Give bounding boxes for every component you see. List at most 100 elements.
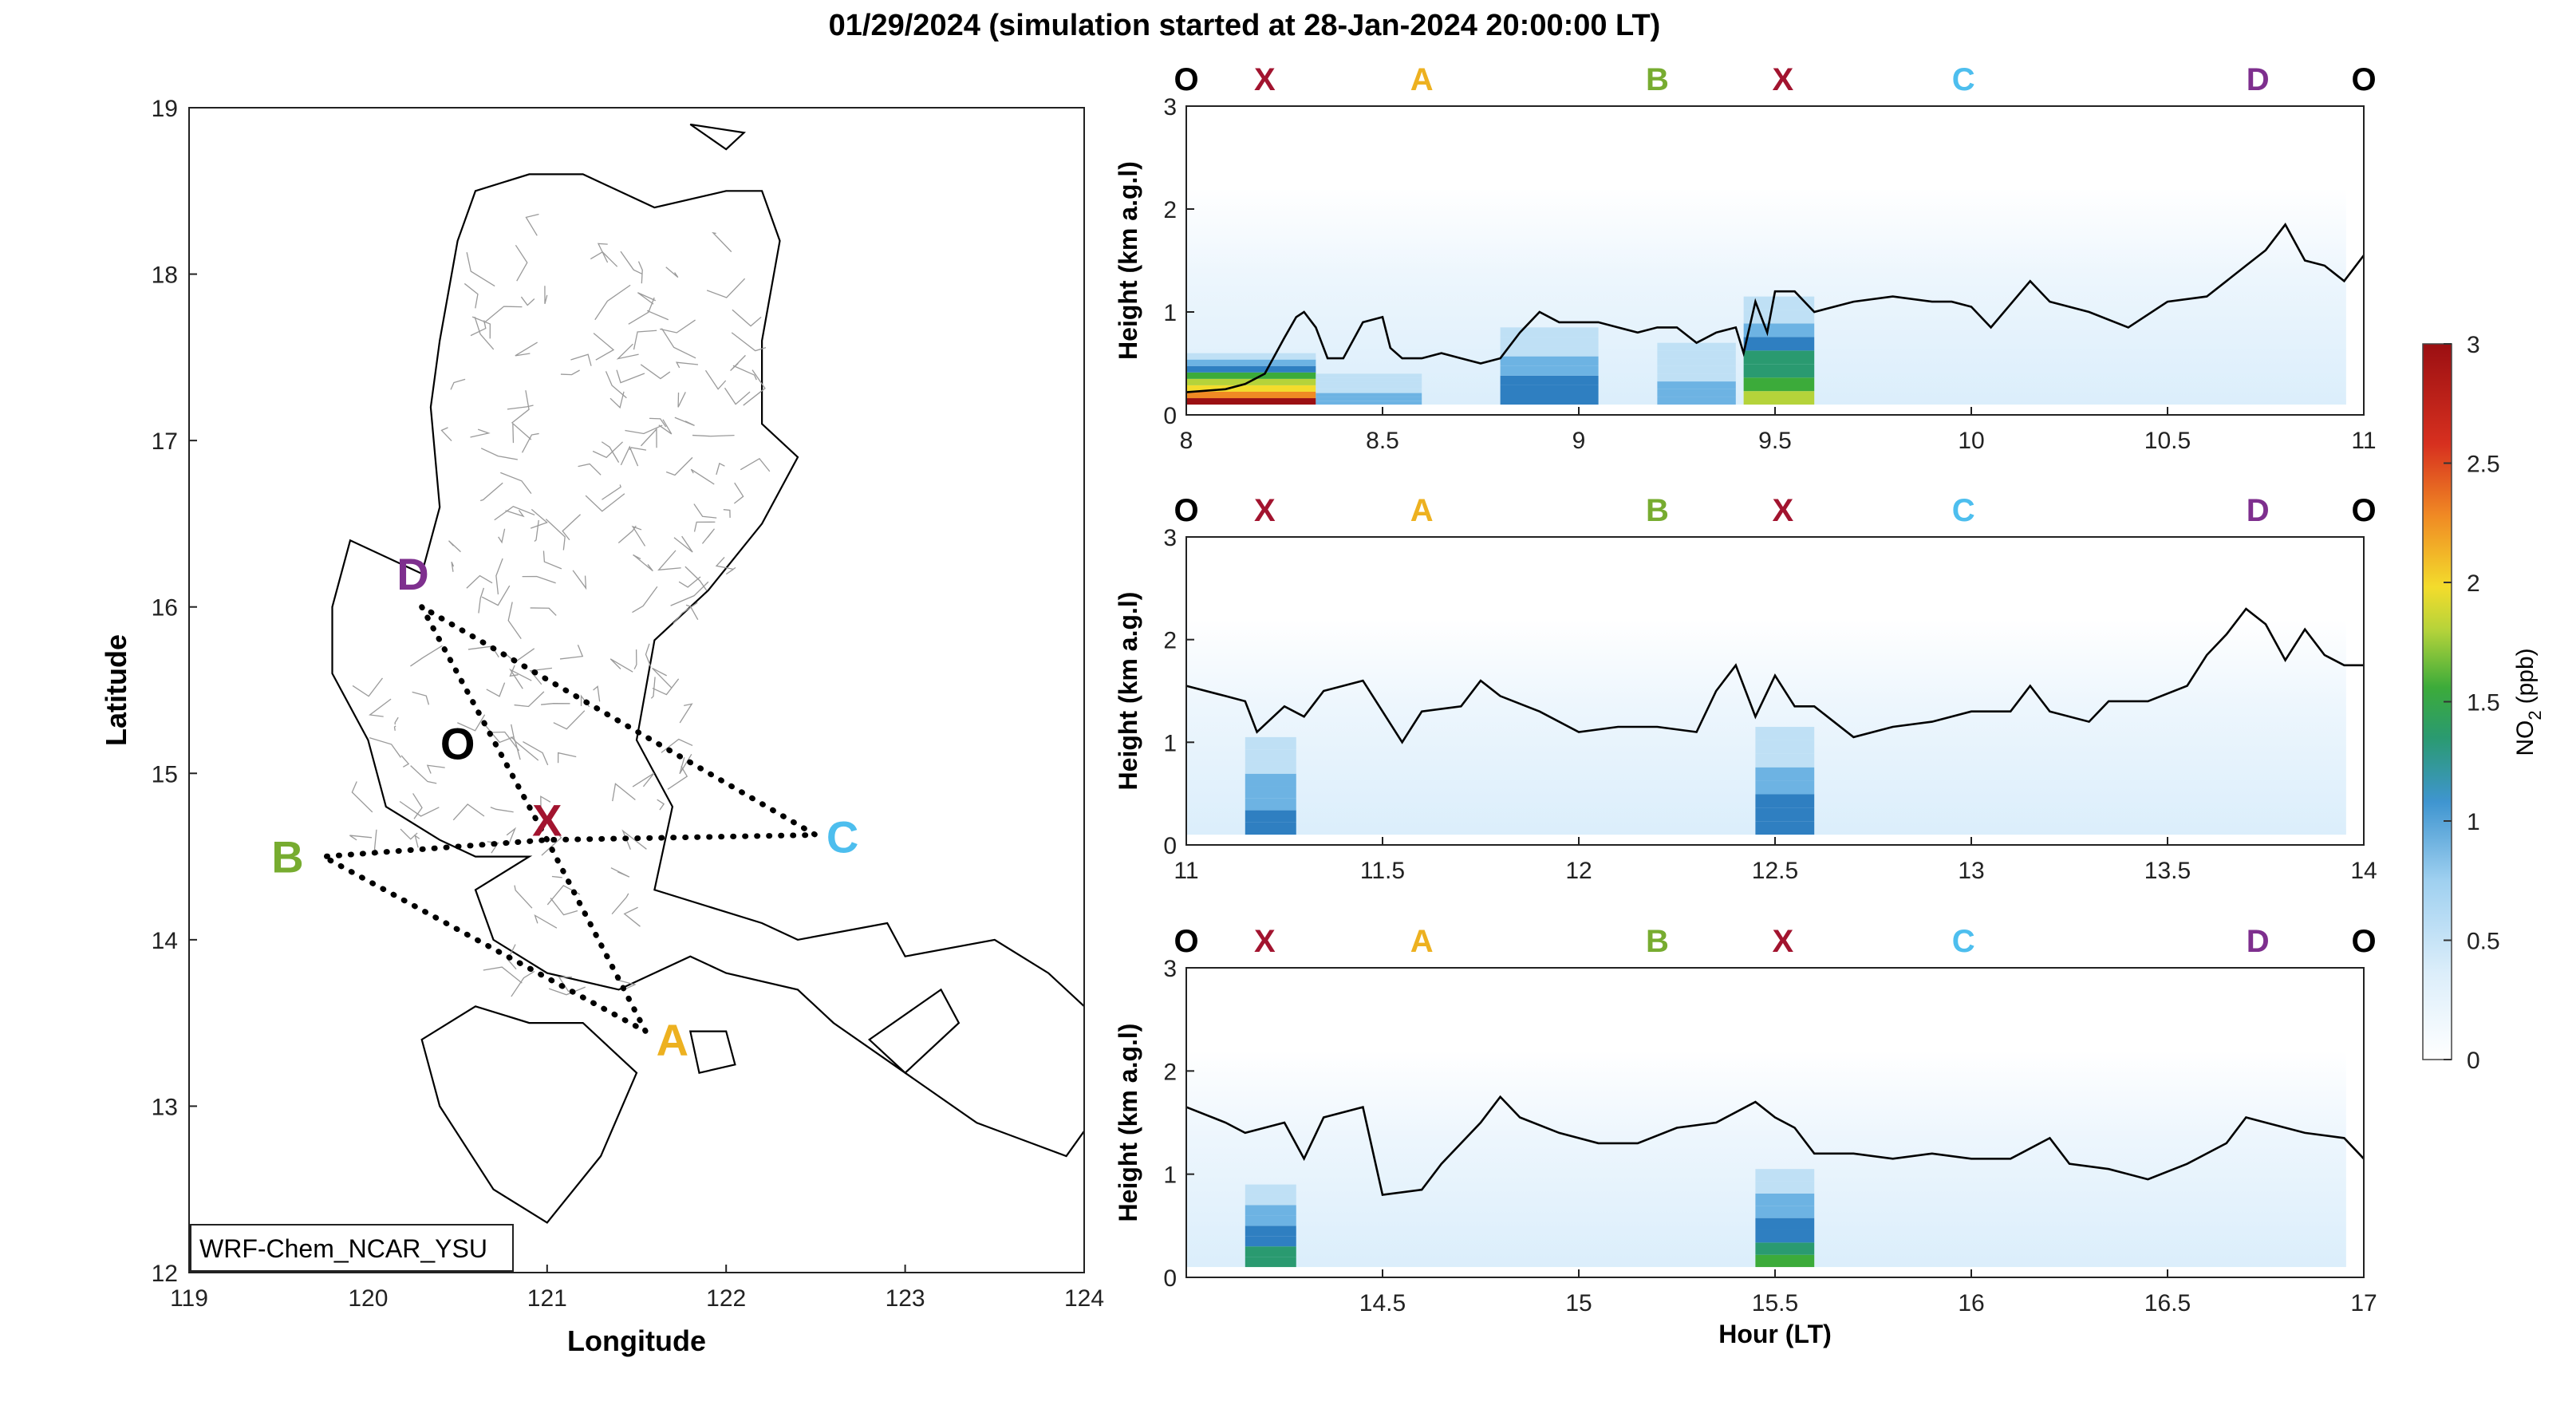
admin-boundary bbox=[733, 482, 744, 504]
map-xtick-label: 121 bbox=[527, 1285, 567, 1312]
admin-boundary bbox=[732, 365, 757, 381]
panel-site-marker-c: C bbox=[1952, 62, 1975, 97]
admin-boundary bbox=[369, 736, 401, 758]
no2-plume-cell bbox=[1245, 1246, 1296, 1257]
map-tick-labels: 119 120 121 122 123 124 12 13 14 15 16 17 18 19 bbox=[152, 96, 1104, 1312]
colorbar-label-main: NO bbox=[2512, 720, 2539, 756]
admin-boundary bbox=[412, 691, 430, 705]
no2-plume-cell bbox=[1316, 381, 1422, 385]
admin-boundary bbox=[505, 510, 525, 518]
no2-plume-cell bbox=[1657, 397, 1736, 405]
admin-boundary bbox=[632, 772, 655, 787]
admin-boundary bbox=[414, 834, 420, 848]
coastline-shape bbox=[331, 173, 1084, 1158]
admin-boundary bbox=[633, 555, 641, 559]
admin-boundary bbox=[479, 482, 503, 502]
admin-boundary bbox=[491, 731, 520, 752]
admin-boundary bbox=[464, 282, 479, 309]
admin-boundary bbox=[412, 793, 423, 819]
admin-boundary bbox=[471, 316, 491, 339]
route-path bbox=[314, 604, 826, 1039]
admin-boundary bbox=[616, 369, 645, 384]
no2-plume-cell bbox=[1245, 822, 1296, 835]
admin-boundary bbox=[557, 752, 577, 764]
panel-ylabel: Height (km a.g.l) bbox=[1114, 1024, 1142, 1222]
no2-plume-cell bbox=[1755, 1254, 1815, 1268]
admin-boundary bbox=[470, 320, 487, 337]
no2-plume-cell bbox=[1186, 353, 1316, 360]
panel-site-marker-c: C bbox=[1952, 493, 1975, 528]
admin-boundary bbox=[478, 587, 485, 614]
no2-plume-cell bbox=[1316, 397, 1422, 401]
site-label-b: B bbox=[271, 832, 303, 882]
panel-xtick-label: 15.5 bbox=[1752, 1290, 1798, 1316]
panel-xtick-label: 14.5 bbox=[1359, 1290, 1406, 1316]
map-ytick-label: 19 bbox=[152, 96, 178, 122]
admin-boundary bbox=[723, 509, 731, 518]
admin-boundary bbox=[553, 710, 586, 730]
admin-boundary bbox=[715, 557, 733, 570]
admin-boundary bbox=[490, 807, 514, 813]
no2-plume-cell bbox=[1743, 377, 1815, 392]
admin-boundary bbox=[514, 691, 545, 708]
site-label-x: X bbox=[532, 795, 562, 846]
admin-boundary bbox=[495, 558, 503, 594]
panel-ytick-label: 3 bbox=[1163, 956, 1177, 982]
no2-plume-cell bbox=[1743, 391, 1815, 405]
panel-xtick-label: 16.5 bbox=[2144, 1290, 2191, 1316]
colorbar-tick-label: 2 bbox=[2467, 570, 2480, 597]
model-label: WRF-Chem_NCAR_YSU bbox=[199, 1234, 487, 1263]
site-label-c: C bbox=[826, 812, 858, 862]
pbl-height-line bbox=[1185, 607, 2364, 744]
admin-boundary bbox=[652, 667, 673, 689]
admin-boundary bbox=[544, 286, 548, 305]
admin-boundary bbox=[400, 828, 418, 840]
map-xtick-label: 124 bbox=[1064, 1285, 1104, 1312]
admin-boundary bbox=[625, 424, 663, 435]
admin-boundary bbox=[525, 213, 539, 236]
admin-boundary bbox=[466, 252, 495, 287]
panel-xtick-label: 12.5 bbox=[1752, 858, 1798, 884]
panel-xtick-label: 9.5 bbox=[1758, 428, 1792, 454]
panel-site-marker-o: O bbox=[2351, 62, 2376, 97]
no2-plume-cell bbox=[1657, 350, 1736, 359]
no2-plume-cell bbox=[1245, 1236, 1296, 1247]
admin-boundary bbox=[483, 724, 515, 744]
admin-boundary bbox=[451, 561, 455, 572]
panel-xtick-label: 13.5 bbox=[2144, 858, 2191, 884]
admin-boundary bbox=[611, 893, 629, 915]
admin-boundary bbox=[498, 528, 506, 544]
panel-ytick-label: 2 bbox=[1163, 628, 1177, 654]
panel-ytick-label: 3 bbox=[1163, 94, 1177, 120]
panel-xtick-label: 15 bbox=[1565, 1290, 1592, 1316]
no2-plume-cell bbox=[1755, 821, 1815, 835]
admin-boundary bbox=[512, 422, 532, 444]
panel-ylabel: Height (km a.g.l) bbox=[1114, 592, 1142, 791]
admin-boundary bbox=[351, 781, 373, 813]
no2-plume-cell bbox=[1755, 1229, 1815, 1243]
admin-boundary bbox=[521, 432, 539, 453]
colorbar-tick-label: 1 bbox=[2467, 809, 2480, 835]
admin-boundary bbox=[740, 457, 771, 472]
panel-site-marker-a: A bbox=[1410, 924, 1434, 959]
no2-plume-cell bbox=[1316, 377, 1422, 382]
panel-site-marker-o: O bbox=[2351, 924, 2376, 959]
admin-boundary bbox=[551, 875, 562, 878]
no2-plume-cell bbox=[1245, 1226, 1296, 1237]
colorbar-label-units: (ppb) bbox=[2512, 648, 2539, 704]
admin-boundary bbox=[712, 231, 732, 253]
admin-boundary bbox=[633, 554, 653, 572]
colorbar-tick-label: 0.5 bbox=[2467, 929, 2500, 955]
admin-boundary bbox=[349, 835, 373, 841]
panel-site-marker-x: X bbox=[1254, 924, 1276, 959]
admin-boundary bbox=[410, 645, 443, 667]
admin-boundary bbox=[514, 885, 533, 909]
admin-boundary bbox=[679, 703, 693, 724]
admin-boundary bbox=[612, 783, 636, 802]
panel-xtick-label: 11.5 bbox=[1360, 858, 1405, 884]
admin-boundary bbox=[601, 441, 620, 463]
no2-plume-cell bbox=[1743, 364, 1815, 378]
admin-boundary bbox=[450, 378, 466, 390]
panel-3: 14.5 15 15.5 16 16.5 17 0 1 2 3 Height (km a.g.l) O… bbox=[1114, 924, 2377, 1348]
